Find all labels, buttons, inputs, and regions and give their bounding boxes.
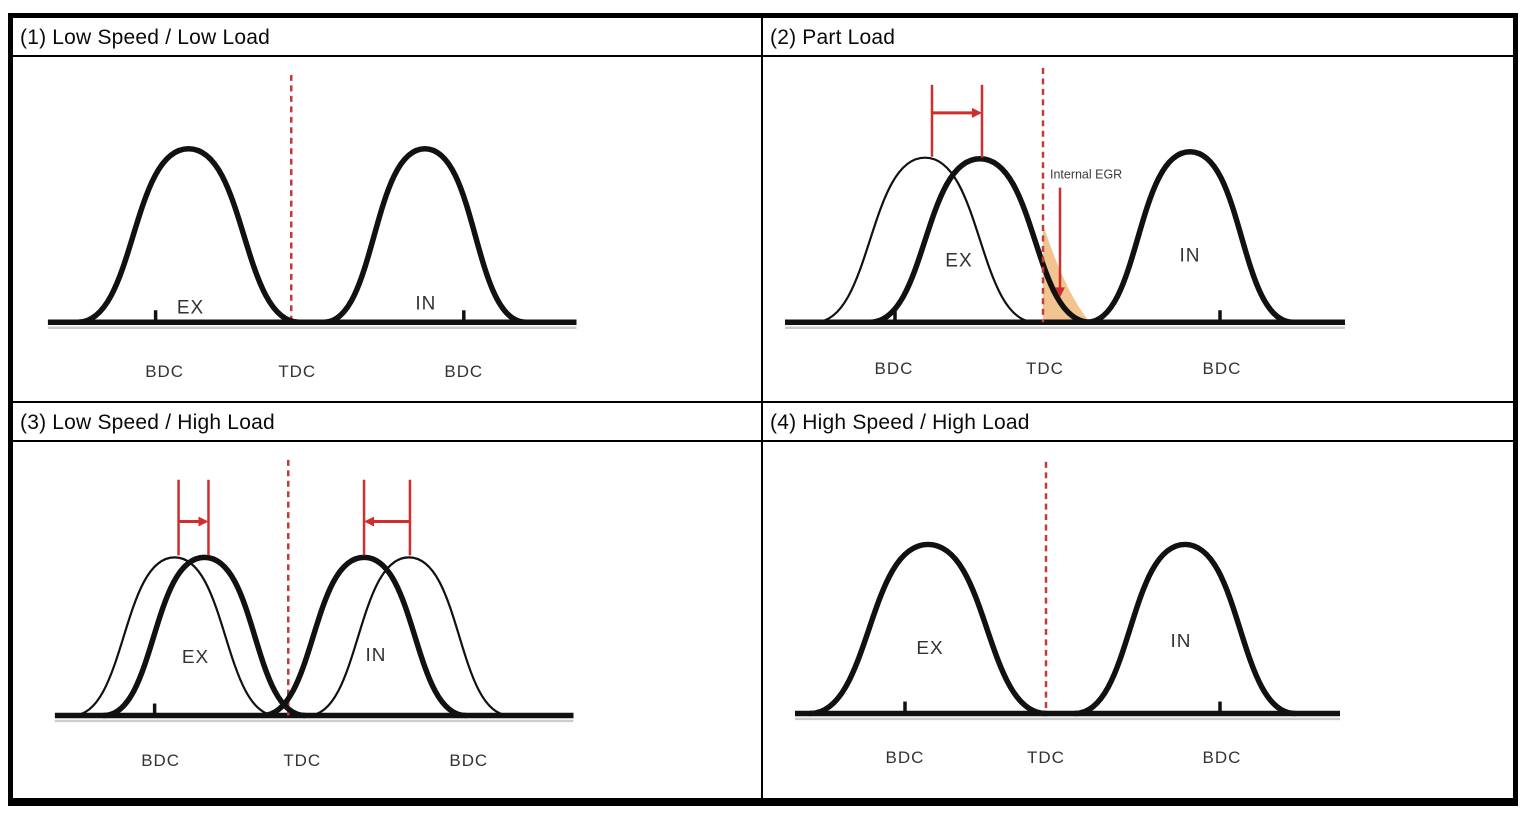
in-valve-lift-curve-original: [308, 556, 510, 717]
tdc-label: TDC: [283, 751, 321, 770]
in-label: IN: [1180, 245, 1201, 266]
in-valve-lift-curve-advanced: [259, 554, 469, 719]
ex-valve-lift-curve: [75, 145, 302, 325]
in-valve-lift-curve: [1084, 148, 1296, 325]
bdc-right-label: BDC: [1203, 359, 1242, 378]
ex-label: EX: [945, 250, 972, 271]
panel-3-diagram: EX IN BDC TDC BDC: [13, 442, 763, 798]
ex-valve-lift-curve-original: [72, 556, 277, 717]
panel-1-title: (1) Low Speed / Low Load: [13, 18, 763, 57]
panel-2-title: (2) Part Load: [763, 18, 1513, 57]
ex-label: EX: [916, 638, 943, 659]
panel-4-svg: EX IN BDC TDC BDC: [795, 461, 1340, 767]
ex-retard-arrow: [177, 479, 210, 556]
tdc-label: TDC: [1027, 748, 1065, 767]
tdc-label: TDC: [278, 362, 316, 381]
ex-label: EX: [177, 297, 204, 318]
in-advance-arrow: [362, 479, 412, 556]
ex-retard-arrow: [930, 84, 984, 158]
bdc-right-label: BDC: [449, 751, 488, 770]
panel-4-diagram: EX IN BDC TDC BDC: [763, 442, 1513, 798]
valve-timing-table: (1) Low Speed / Low Load (2) Part Load E…: [8, 13, 1518, 806]
panel-3-svg: EX IN BDC TDC BDC: [54, 459, 574, 770]
bdc-right-label: BDC: [444, 362, 483, 381]
bdc-left-label: BDC: [141, 751, 180, 770]
panel-1-diagram: EX IN BDC TDC BDC: [13, 57, 763, 401]
bdc-left-label: BDC: [875, 359, 914, 378]
panel-2-diagram: Internal EGR EX IN BDC TDC BDC: [763, 57, 1513, 401]
ex-valve-lift-curve-original: [814, 156, 1036, 324]
ex-valve-lift-curve: [807, 541, 1049, 717]
bdc-right-label: BDC: [1203, 748, 1242, 767]
ex-valve-lift-curve-retarded: [867, 155, 1093, 325]
panel-2-svg: Internal EGR EX IN BDC TDC BDC: [785, 67, 1345, 378]
panel-1-svg: EX IN BDC TDC BDC: [47, 74, 577, 381]
panel-3-title: (3) Low Speed / High Load: [13, 401, 763, 442]
ex-label: EX: [182, 647, 209, 668]
bdc-left-label: BDC: [886, 748, 925, 767]
in-label: IN: [1171, 631, 1192, 652]
panel-4-title: (4) High Speed / High Load: [763, 401, 1513, 442]
bdc-left-label: BDC: [145, 362, 184, 381]
internal-egr-label: Internal EGR: [1050, 168, 1122, 182]
egr-flow-arrow: [1055, 187, 1065, 298]
in-valve-lift-curve: [1072, 541, 1298, 717]
in-label: IN: [415, 293, 436, 314]
in-label: IN: [366, 645, 387, 666]
in-valve-lift-curve: [321, 145, 529, 325]
ex-valve-lift-curve-retarded: [101, 554, 308, 719]
tdc-label: TDC: [1026, 359, 1064, 378]
